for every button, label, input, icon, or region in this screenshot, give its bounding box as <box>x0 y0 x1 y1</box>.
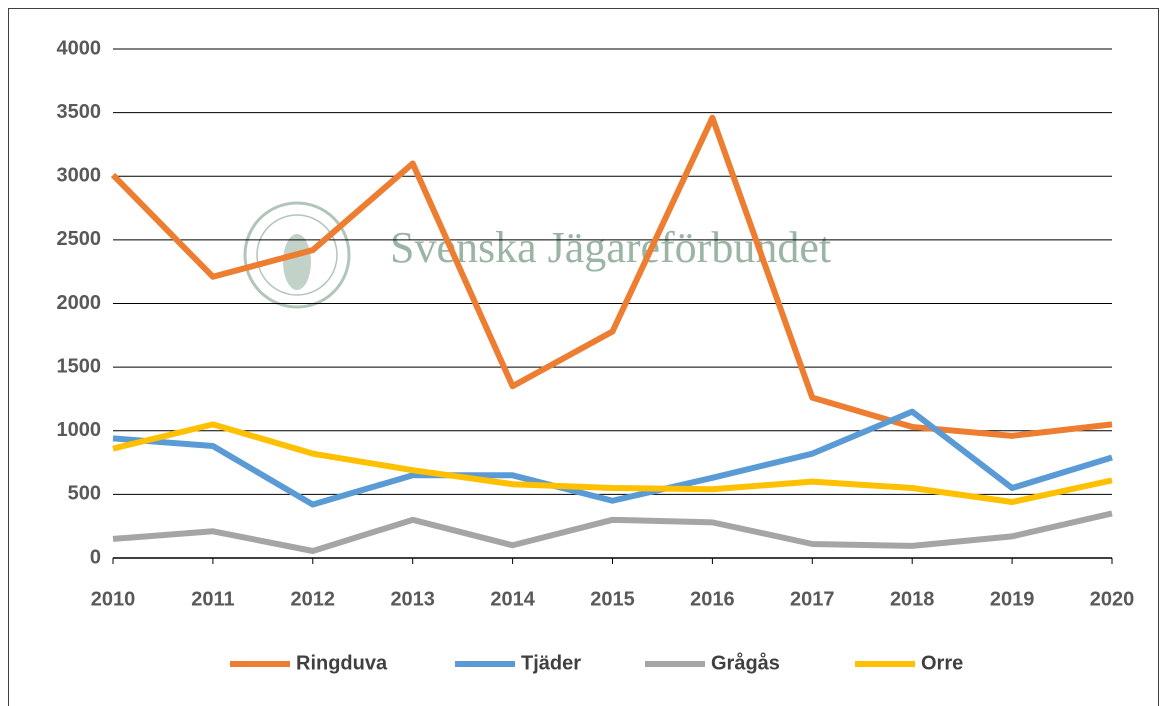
y-tick-label: 1000 <box>57 419 102 441</box>
x-tick-label: 2016 <box>690 588 735 610</box>
x-tick-label: 2014 <box>490 588 535 610</box>
y-tick-label: 1500 <box>57 355 102 377</box>
chart-frame <box>8 8 1159 706</box>
y-tick-label: 0 <box>90 546 101 568</box>
x-tick-label: 2017 <box>790 588 835 610</box>
series-line <box>112 421 1113 506</box>
y-tick-label: 2500 <box>57 228 102 250</box>
y-tick-label: 500 <box>68 483 101 505</box>
y-tick-label: 2000 <box>57 292 102 314</box>
legend-label: Grågås <box>711 651 780 674</box>
x-tick-label: 2011 <box>191 588 234 610</box>
legend-label: Tjäder <box>521 652 581 674</box>
y-tick-label: 3500 <box>57 101 102 123</box>
x-tick-label: 2019 <box>990 588 1035 610</box>
legend-label: Ringduva <box>296 652 388 674</box>
x-tick-label: 2013 <box>390 588 435 610</box>
legend-label: Orre <box>921 652 963 674</box>
series-line <box>110 114 1113 439</box>
x-tick-label: 2018 <box>890 588 935 610</box>
x-tick-label: 2020 <box>1090 588 1135 610</box>
y-tick-label: 4000 <box>57 37 102 59</box>
series-line <box>112 408 1113 508</box>
watermark-logo <box>243 201 351 309</box>
x-tick-label: 2015 <box>590 588 635 610</box>
x-tick-label: 2012 <box>291 588 336 610</box>
x-tick-label: 2010 <box>91 588 136 610</box>
series-line <box>112 510 1113 555</box>
y-tick-label: 3000 <box>57 165 102 187</box>
